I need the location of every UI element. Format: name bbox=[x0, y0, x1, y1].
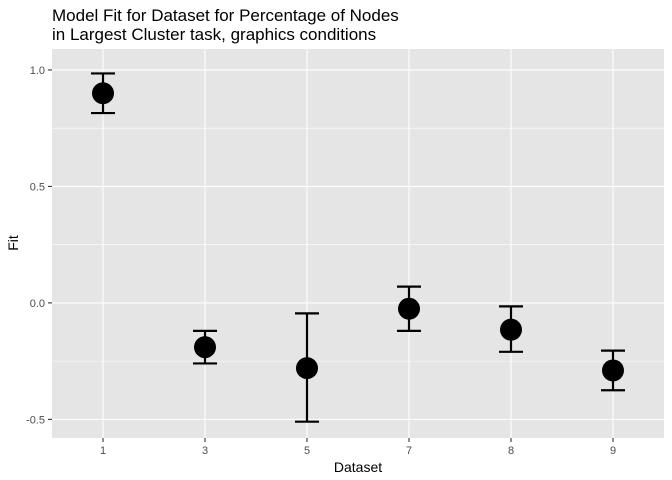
x-axis-title: Dataset bbox=[334, 459, 382, 475]
data-point bbox=[194, 336, 216, 359]
grid-major-y bbox=[52, 69, 664, 420]
x-tick-label: 8 bbox=[508, 445, 514, 457]
y-tick-label: 0.0 bbox=[30, 298, 45, 310]
data-point bbox=[398, 297, 420, 320]
y-tick-label: 0.5 bbox=[30, 181, 45, 193]
data-point bbox=[500, 318, 522, 341]
chart-title-line-2: in Largest Cluster task, graphics condit… bbox=[52, 25, 376, 44]
x-tick-label: 7 bbox=[406, 445, 412, 457]
data-point bbox=[296, 357, 318, 380]
x-tick-label: 9 bbox=[610, 445, 616, 457]
plot-panel bbox=[52, 49, 664, 438]
chart-title-line-1: Model Fit for Dataset for Percentage of … bbox=[52, 6, 399, 25]
y-ticks: 1.0 0.5 0.0 -0.5 bbox=[26, 65, 52, 426]
data-point bbox=[602, 359, 624, 382]
x-ticks: 1 3 5 7 8 9 bbox=[100, 438, 616, 457]
data-point bbox=[92, 82, 114, 105]
y-tick-label: 1.0 bbox=[30, 65, 45, 77]
y-tick-label: -0.5 bbox=[26, 414, 45, 426]
grid-minor-y bbox=[52, 127, 664, 362]
x-tick-label: 3 bbox=[202, 445, 208, 457]
y-axis-title: Fit bbox=[5, 235, 21, 251]
data-points bbox=[92, 82, 624, 382]
x-tick-label: 1 bbox=[100, 445, 106, 457]
x-tick-label: 5 bbox=[304, 445, 310, 457]
